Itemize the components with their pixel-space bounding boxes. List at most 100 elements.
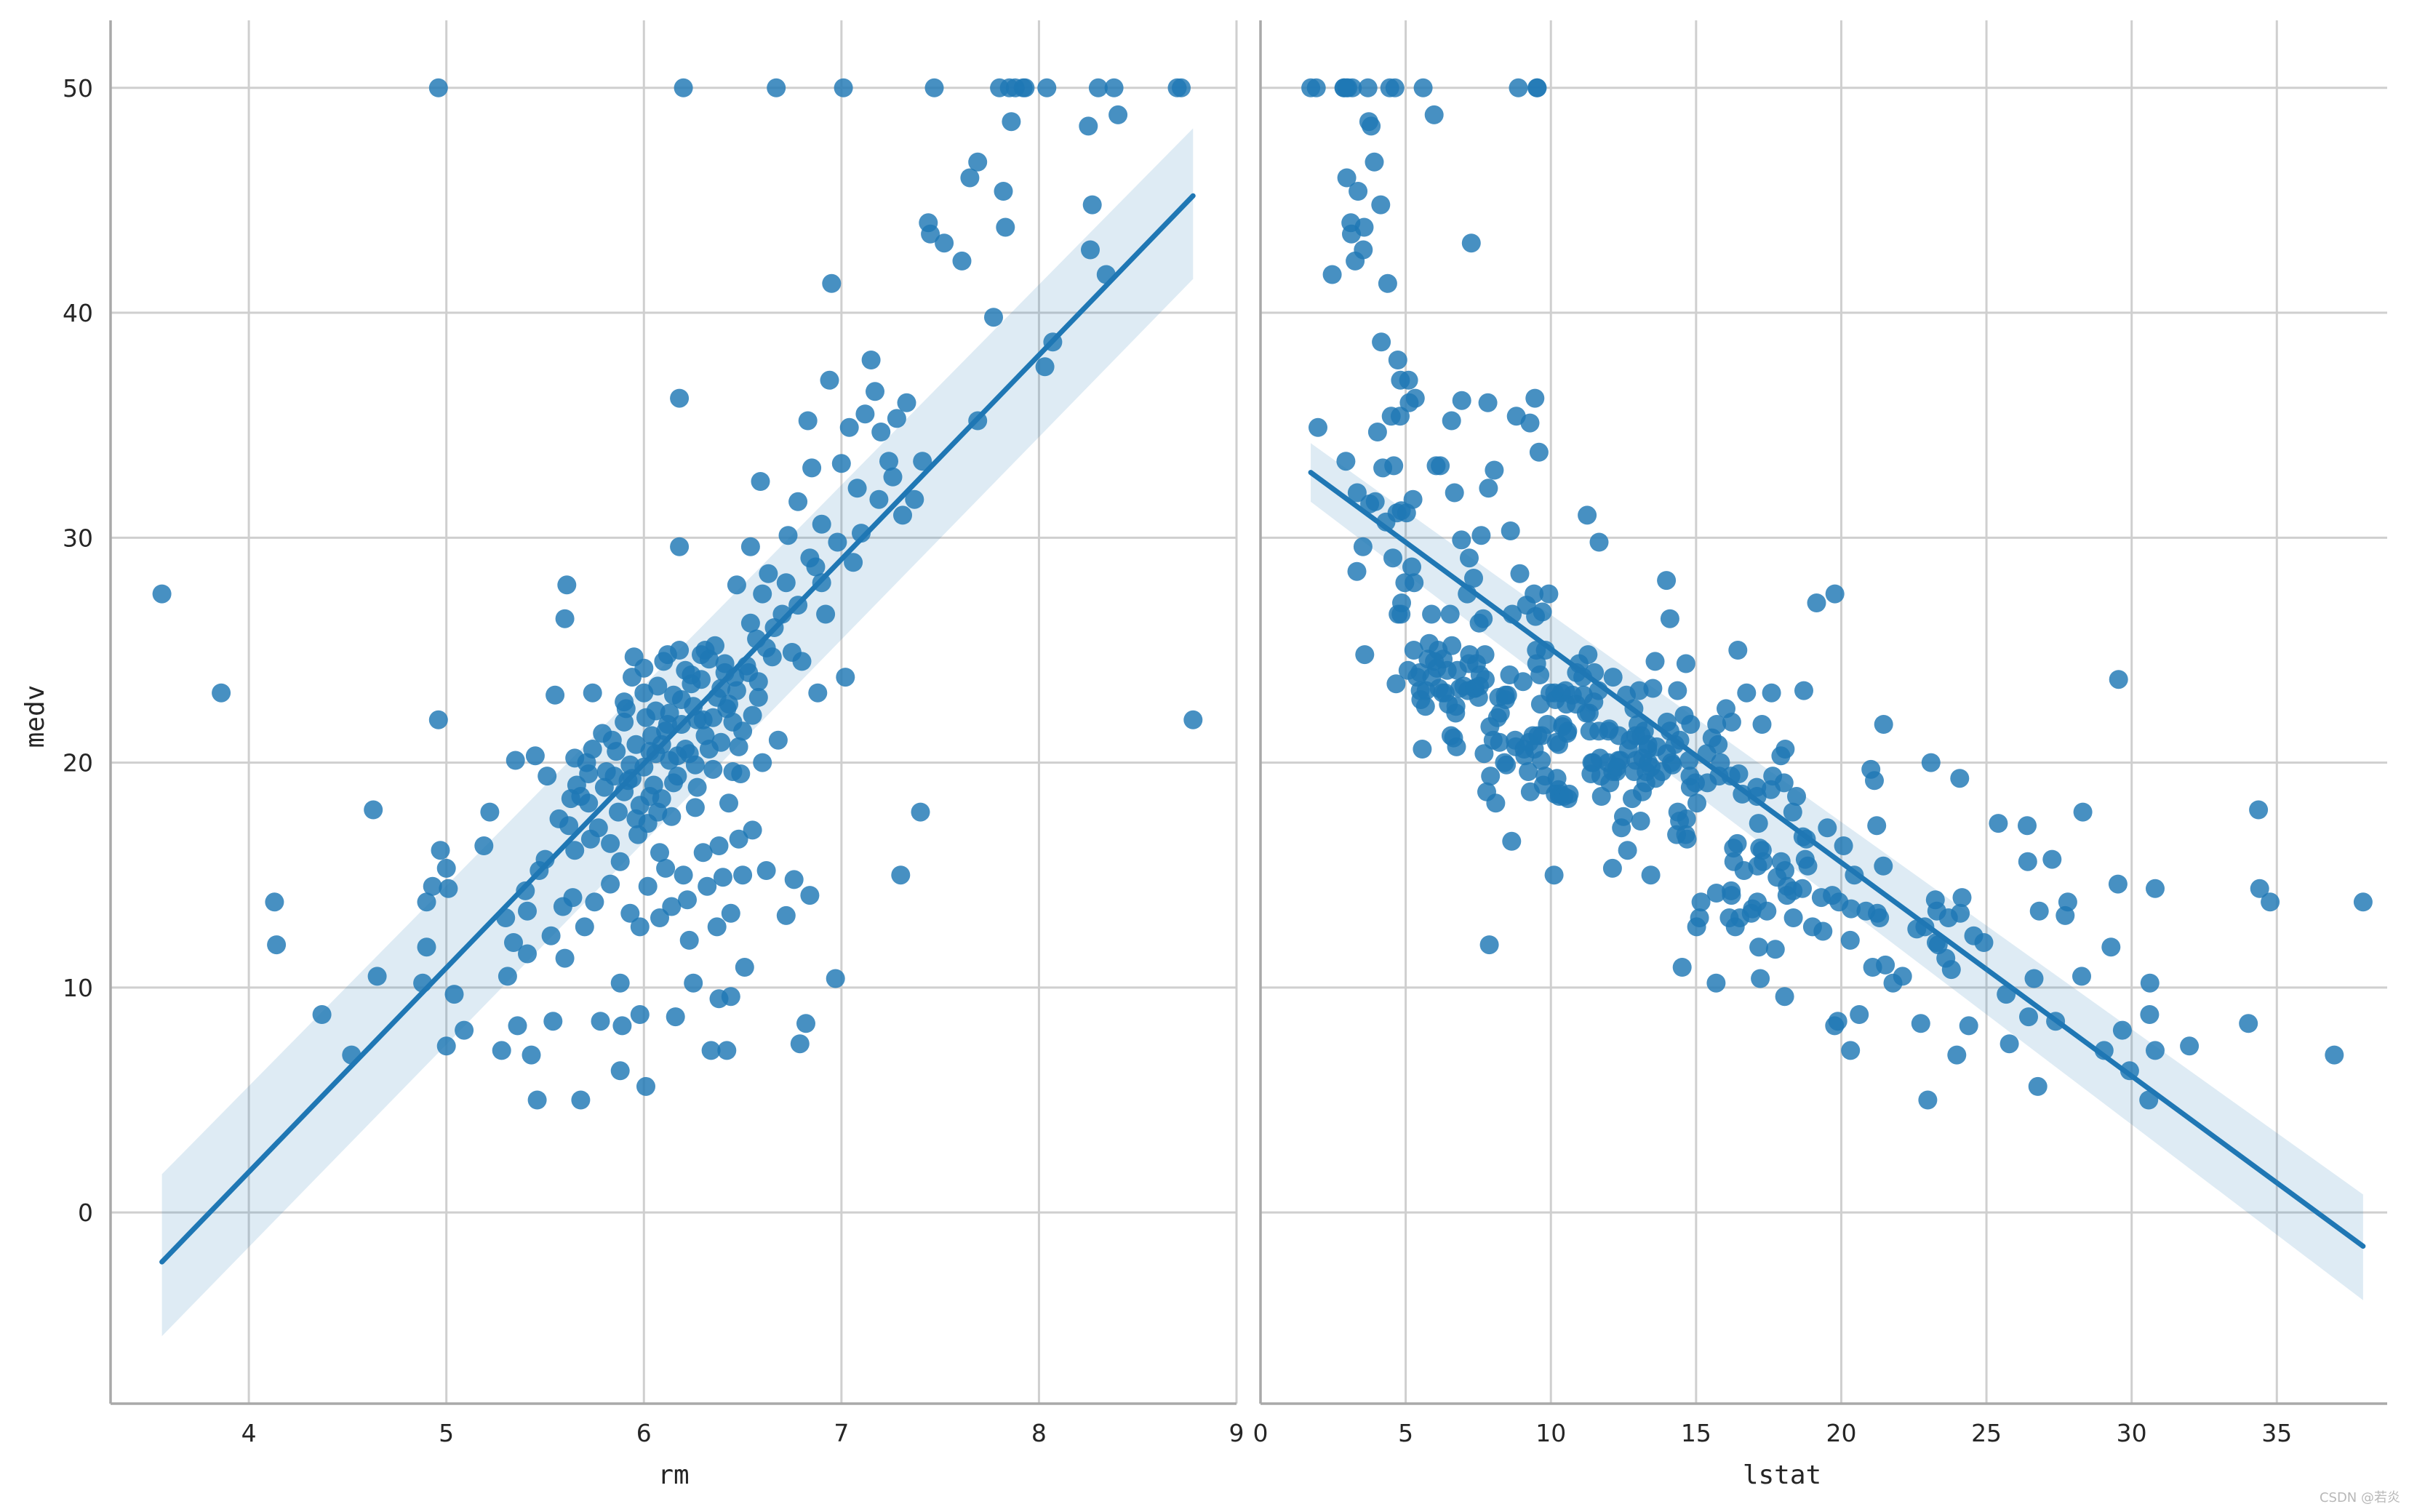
data-point xyxy=(778,526,798,545)
data-point xyxy=(1798,856,1818,876)
data-point xyxy=(670,388,690,408)
data-point xyxy=(1475,645,1495,665)
data-point xyxy=(1015,78,1035,97)
data-point xyxy=(423,876,442,896)
data-point xyxy=(1775,740,1795,759)
data-point xyxy=(527,1090,547,1110)
regression-line xyxy=(159,193,1196,1265)
data-point xyxy=(1402,557,1421,577)
data-point xyxy=(455,1020,474,1040)
data-point xyxy=(1709,735,1728,754)
data-point xyxy=(679,930,699,950)
data-point xyxy=(267,935,287,955)
data-point xyxy=(820,370,839,390)
data-point xyxy=(1874,715,1893,734)
data-point xyxy=(1353,537,1373,556)
data-point xyxy=(634,658,654,678)
data-point xyxy=(721,987,740,1007)
data-point xyxy=(1825,584,1845,604)
data-point xyxy=(693,710,713,729)
data-point xyxy=(1309,417,1327,437)
data-point xyxy=(664,685,683,705)
data-point xyxy=(796,1014,815,1033)
data-point xyxy=(602,730,622,750)
data-point xyxy=(1660,609,1679,628)
data-point xyxy=(2073,802,2093,822)
data-point xyxy=(1405,388,1425,408)
data-point xyxy=(740,613,760,633)
data-point xyxy=(1431,456,1450,476)
data-point xyxy=(1365,152,1384,172)
data-point xyxy=(1794,681,1813,700)
data-point xyxy=(1828,1012,1847,1031)
y-tick-label: 50 xyxy=(63,74,93,103)
data-point xyxy=(1921,753,1941,772)
x-tick-label: 25 xyxy=(1971,1419,2002,1447)
data-point xyxy=(1415,697,1435,716)
y-tick-label: 40 xyxy=(63,299,93,327)
data-point xyxy=(1722,712,1741,732)
data-point xyxy=(1558,721,1578,741)
data-point xyxy=(541,926,561,945)
data-point xyxy=(984,308,1003,327)
data-point xyxy=(1783,802,1802,822)
data-point xyxy=(1999,1034,2019,1054)
data-point xyxy=(1749,937,1769,957)
data-point xyxy=(1527,78,1547,97)
data-point xyxy=(768,730,788,750)
data-point xyxy=(1485,460,1504,480)
data-point xyxy=(609,802,628,822)
data-point xyxy=(808,683,828,703)
data-point xyxy=(1893,967,1912,986)
data-point xyxy=(1672,958,1692,977)
data-point xyxy=(831,454,851,473)
data-point xyxy=(1501,521,1520,540)
data-point xyxy=(660,751,679,770)
data-point xyxy=(1510,564,1530,583)
data-point xyxy=(1413,78,1433,97)
data-point xyxy=(759,564,778,583)
data-point xyxy=(610,1061,630,1081)
data-point xyxy=(1691,892,1711,912)
data-point xyxy=(1452,530,1471,550)
data-point xyxy=(636,1076,655,1096)
data-point xyxy=(630,1005,650,1024)
data-point xyxy=(1183,710,1203,729)
data-point xyxy=(1707,715,1727,734)
data-point xyxy=(1559,784,1579,804)
data-point xyxy=(812,514,831,534)
data-point xyxy=(1918,1090,1938,1110)
data-point xyxy=(1037,78,1057,97)
data-point xyxy=(1442,636,1462,655)
data-point xyxy=(652,789,671,809)
data-point xyxy=(1481,767,1501,786)
x-tick-label: 7 xyxy=(834,1419,849,1447)
data-point xyxy=(1787,787,1806,806)
data-point xyxy=(546,685,565,705)
data-point xyxy=(662,807,682,826)
data-point xyxy=(2140,973,2160,993)
left-x-axis-label: rm xyxy=(658,1460,689,1490)
data-point xyxy=(1530,665,1550,684)
data-point xyxy=(583,740,602,759)
data-point xyxy=(861,351,881,369)
data-point xyxy=(2239,1014,2258,1033)
data-point xyxy=(698,876,717,896)
data-point xyxy=(1722,886,1741,905)
data-point xyxy=(2146,879,2165,898)
data-point xyxy=(1841,1041,1861,1060)
data-point xyxy=(559,816,579,836)
data-point xyxy=(753,753,772,772)
data-point xyxy=(1520,413,1540,433)
data-point xyxy=(834,78,853,97)
data-point xyxy=(1793,879,1812,898)
data-point xyxy=(646,701,666,721)
data-point xyxy=(1371,195,1391,215)
data-point xyxy=(727,575,746,595)
data-point xyxy=(800,548,820,568)
data-point xyxy=(743,820,762,840)
data-point xyxy=(866,382,884,401)
data-point xyxy=(1762,683,1781,703)
data-point xyxy=(729,737,748,756)
data-point xyxy=(538,767,557,786)
